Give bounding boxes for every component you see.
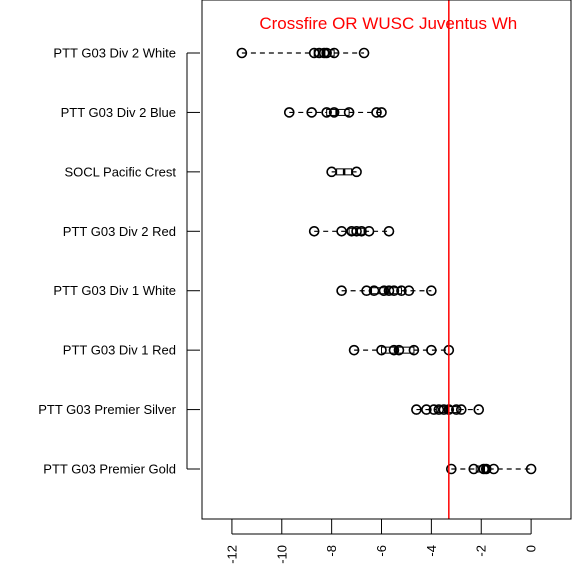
data-point <box>383 285 395 297</box>
x-tick-label: -4 <box>424 545 439 557</box>
data-point <box>451 404 462 415</box>
data-point <box>361 285 372 297</box>
data-point <box>308 225 320 237</box>
x-tick-label: -10 <box>274 545 289 564</box>
box-group <box>446 463 537 475</box>
data-point <box>408 344 420 356</box>
x-tick-label: -2 <box>474 545 489 557</box>
reference-label: Crossfire OR WUSC Juventus Wh <box>259 14 517 33</box>
data-point <box>421 404 432 415</box>
data-point <box>336 285 347 297</box>
box-group <box>308 225 395 237</box>
x-tick-label: -8 <box>324 545 339 557</box>
data-point <box>336 225 347 237</box>
category-label: PTT G03 Div 1 White <box>53 283 176 298</box>
data-point <box>468 463 480 475</box>
y-axis <box>186 52 200 470</box>
category-label: SOCL Pacific Crest <box>65 164 177 179</box>
data-point <box>376 107 387 118</box>
data-point <box>473 404 485 415</box>
data-point <box>328 107 340 118</box>
data-point <box>346 225 357 237</box>
data-point <box>321 47 332 59</box>
data-point <box>426 344 437 356</box>
data-point <box>283 107 295 118</box>
data-point <box>403 285 415 297</box>
data-point <box>383 225 395 237</box>
data-point <box>326 166 337 178</box>
data-point <box>433 404 445 415</box>
data-point <box>308 47 320 59</box>
box-group <box>411 404 485 415</box>
box-group <box>283 107 387 118</box>
data-point <box>393 344 405 356</box>
data-point <box>396 285 407 297</box>
data-point <box>488 463 500 475</box>
x-tick-label: -12 <box>224 545 239 564</box>
data-point <box>306 107 318 118</box>
data-point <box>363 225 375 237</box>
box-group <box>336 285 437 297</box>
x-tick-label: 0 <box>524 545 539 552</box>
plot-frame <box>201 0 572 520</box>
box-group <box>348 344 455 356</box>
x-axis: -12 -10 -8 -6 -4 -2 0 <box>224 519 539 564</box>
data-point <box>358 47 370 59</box>
data-point <box>428 404 440 415</box>
data-point <box>368 285 380 297</box>
data-point <box>351 225 362 237</box>
category-label: PTT G03 Div 2 White <box>53 46 176 61</box>
box-group <box>326 166 362 178</box>
data-point <box>321 107 332 118</box>
data-point <box>371 107 382 118</box>
plot-area: Crossfire OR WUSC Juventus Wh <box>236 0 537 519</box>
data-point <box>348 344 360 356</box>
data-point <box>351 166 362 178</box>
category-label: PTT G03 Div 1 Red <box>63 343 176 358</box>
data-point <box>328 47 340 59</box>
category-label: PTT G03 Premier Gold <box>43 462 176 477</box>
data-point <box>411 404 422 415</box>
data-point <box>525 463 537 475</box>
category-labels: PTT G03 Div 2 White PTT G03 Div 2 Blue SOC… <box>38 46 176 477</box>
reference-group: Crossfire OR WUSC Juventus Wh <box>259 0 517 519</box>
data-point <box>426 285 437 297</box>
data-point <box>313 47 325 59</box>
box-group <box>236 47 370 59</box>
data-point <box>388 285 400 297</box>
data-point <box>236 47 248 59</box>
category-label: PTT G03 Div 2 Blue <box>61 105 176 120</box>
category-label: PTT G03 Premier Silver <box>38 402 176 417</box>
category-label: PTT G03 Div 2 Red <box>63 224 176 239</box>
boxes <box>236 47 537 475</box>
data-point <box>376 344 387 356</box>
data-point <box>388 344 400 356</box>
x-tick-label: -6 <box>374 545 389 557</box>
data-point <box>378 285 390 297</box>
data-point <box>446 463 457 475</box>
data-point <box>480 463 492 475</box>
data-point <box>343 107 355 118</box>
data-point <box>455 404 467 415</box>
data-point <box>356 225 367 237</box>
